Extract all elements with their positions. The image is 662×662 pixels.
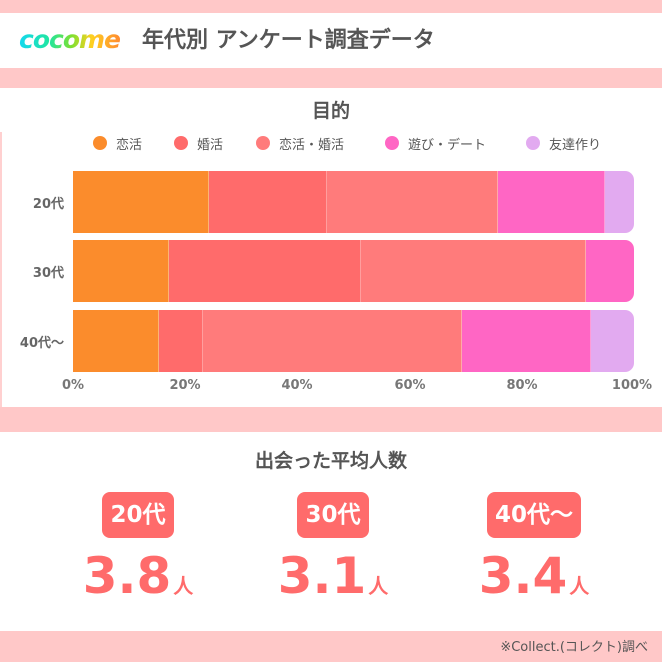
bar-segment [73, 310, 160, 372]
stat-20s: 20代 3.8 人 [68, 492, 208, 604]
bar-30s [73, 240, 634, 302]
bar-20s [73, 171, 634, 233]
age-badge: 30代 [297, 492, 369, 538]
age-badge: 40代〜 [486, 492, 581, 538]
stat-value: 3.1 人 [263, 548, 403, 604]
bar-segment [604, 171, 634, 233]
stat-unit: 人 [368, 574, 389, 598]
stat-number: 3.1 [277, 547, 367, 605]
stat-unit: 人 [173, 574, 194, 598]
legend-item-friends: 友達作り [526, 134, 602, 153]
cocome-logo: cocome [19, 25, 121, 54]
x-tick: 80% [506, 378, 538, 393]
divider-band [0, 68, 662, 88]
source-note: ※Collect.(コレクト)調べ [500, 640, 648, 655]
legend-item-konkatsu: 婚活 [174, 134, 224, 153]
legend-dot-icon [174, 136, 188, 150]
section-title: 出会った平均人数 [254, 450, 407, 472]
x-tick: 100% [611, 378, 653, 393]
top-band [0, 0, 662, 13]
footer-band [0, 631, 662, 662]
legend-item-renkatsu: 恋活 [93, 134, 143, 153]
legend-dot-icon [256, 136, 270, 150]
bar-segment [461, 310, 592, 372]
y-label-40s: 40代〜 [19, 336, 64, 351]
age-badge: 20代 [102, 492, 174, 538]
bar-segment [585, 240, 634, 302]
legend-label: 恋活 [116, 137, 143, 153]
header: cocome 年代別 アンケート調査データ [0, 13, 662, 68]
bar-segment [361, 240, 586, 302]
y-label-20s: 20代 [32, 197, 64, 212]
divider-band [0, 407, 662, 432]
x-tick: 20% [169, 378, 201, 393]
stat-value: 3.8 人 [68, 548, 208, 604]
card-edge [0, 132, 2, 407]
x-tick: 40% [281, 378, 313, 393]
bar-segment [168, 240, 362, 302]
stat-unit: 人 [569, 574, 590, 598]
legend-label: 婚活 [197, 137, 224, 153]
bar-segment [159, 310, 203, 372]
stat-value: 3.4 人 [464, 548, 604, 604]
legend-label: 恋活・婚活 [279, 137, 345, 153]
bar-segment [591, 310, 634, 372]
stat-number: 3.4 [478, 547, 568, 605]
page-title: 年代別 アンケート調査データ [142, 28, 435, 53]
bar-segment [326, 171, 499, 233]
bar-40s [73, 310, 634, 372]
x-tick: 60% [394, 378, 426, 393]
y-label-30s: 30代 [32, 266, 64, 281]
stat-30s: 30代 3.1 人 [263, 492, 403, 604]
legend-label: 友達作り [549, 137, 602, 153]
x-tick: 0% [61, 378, 85, 393]
bar-segment [73, 171, 210, 233]
legend-dot-icon [385, 136, 399, 150]
bar-segment [209, 171, 327, 233]
chart-title: 目的 [311, 100, 350, 122]
legend-dot-icon [93, 136, 107, 150]
bar-segment [202, 310, 462, 372]
bar-segment [73, 240, 169, 302]
legend-item-date: 遊び・デート [385, 134, 487, 153]
legend-label: 遊び・デート [408, 137, 487, 153]
stat-40s: 40代〜 3.4 人 [464, 492, 604, 604]
legend-item-both: 恋活・婚活 [256, 134, 345, 153]
stat-number: 3.8 [82, 547, 172, 605]
bar-segment [498, 171, 605, 233]
legend-dot-icon [526, 136, 540, 150]
